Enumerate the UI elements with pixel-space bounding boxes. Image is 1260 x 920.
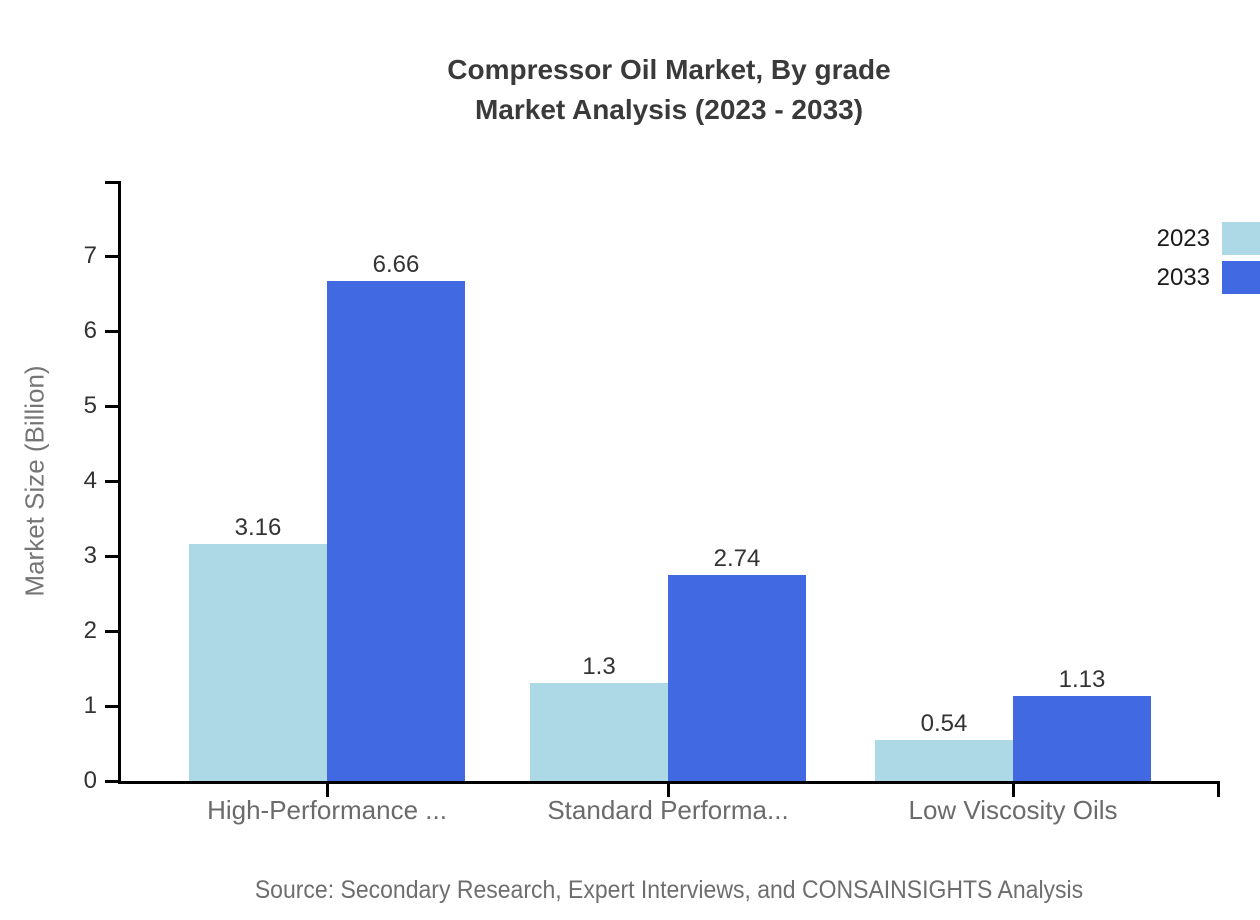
y-tick-label: 4: [83, 467, 97, 494]
bar-2033-cat1: [668, 575, 806, 781]
plot-area: 0 1 2 3 4 5 6 7 3.16 6.66 High-Performance ... 1.3 2…: [84, 181, 1220, 825]
x-axis-end-tick: [1217, 784, 1220, 797]
bar-value-label: 3.16: [234, 514, 282, 541]
y-tick: [105, 555, 118, 558]
x-tick: [1012, 784, 1015, 797]
bar-2023-cat1: [530, 683, 668, 781]
legend-swatch-2033: [1222, 261, 1260, 294]
y-tick: [105, 705, 118, 708]
y-tick: [105, 330, 118, 333]
bar-value-label: 2.74: [713, 545, 761, 572]
bar-value-label: 6.66: [372, 251, 420, 278]
y-tick-label: 5: [83, 392, 97, 419]
y-tick: [105, 405, 118, 408]
source-note: Source: Secondary Research, Expert Inter…: [254, 876, 1084, 904]
chart-title: Compressor Oil Market, By grade Market A…: [118, 50, 1220, 130]
y-axis-line: [118, 181, 121, 784]
legend: 2023 2033: [1157, 222, 1260, 300]
bar-value-label: 1.13: [1058, 666, 1106, 693]
legend-label: 2023: [1156, 224, 1210, 252]
bar-value-label: 0.54: [920, 710, 968, 737]
x-tick: [667, 784, 670, 797]
chart-title-line2: Market Analysis (2023 - 2033): [474, 94, 864, 125]
y-tick-label: 1: [83, 692, 97, 719]
y-tick: [105, 480, 118, 483]
bar-2033-cat2: [1013, 696, 1151, 781]
x-category-label-1: Standard Performa...: [547, 795, 789, 825]
chart-title-line1: Compressor Oil Market, By grade: [447, 54, 891, 85]
bar-2033-cat0: [327, 281, 465, 781]
y-tick-label: 0: [83, 767, 97, 794]
x-category-label-2: Low Viscosity Oils: [908, 795, 1118, 825]
bar-value-label: 1.3: [582, 653, 616, 680]
y-tick-label: 2: [83, 617, 97, 644]
legend-item-2023: 2023: [1157, 222, 1260, 255]
y-tick-label: 3: [83, 542, 97, 569]
legend-item-2033: 2033: [1157, 261, 1260, 294]
bar-2023-cat2: [875, 740, 1013, 781]
y-tick: [105, 780, 118, 783]
y-axis-end-tick: [105, 181, 118, 184]
legend-swatch-2023: [1222, 222, 1260, 255]
x-axis-line: [118, 781, 1220, 784]
bar-2023-cat0: [189, 544, 327, 781]
y-tick-label: 6: [83, 317, 97, 344]
legend-label: 2033: [1156, 263, 1210, 291]
y-tick: [105, 630, 118, 633]
y-tick-label: 7: [83, 242, 97, 269]
y-tick: [105, 255, 118, 258]
x-tick: [326, 784, 329, 797]
x-category-label-0: High-Performance ...: [207, 795, 447, 825]
